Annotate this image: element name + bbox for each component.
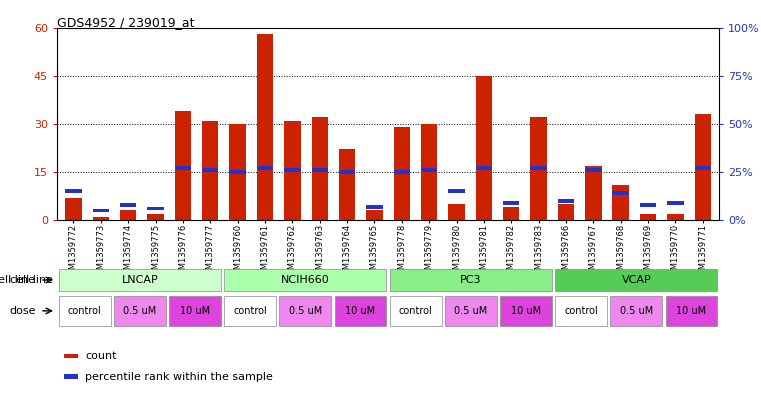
Bar xyxy=(224,296,276,326)
Bar xyxy=(667,214,683,220)
Text: 10 uM: 10 uM xyxy=(677,306,707,316)
Bar xyxy=(695,166,711,170)
Bar xyxy=(393,170,410,174)
Bar xyxy=(530,166,547,170)
Text: 10 uM: 10 uM xyxy=(345,306,376,316)
Bar xyxy=(175,166,191,170)
Bar xyxy=(390,296,441,326)
Bar xyxy=(256,34,273,220)
Bar xyxy=(500,296,552,326)
Bar xyxy=(120,203,136,207)
Bar xyxy=(65,198,81,220)
Bar xyxy=(224,269,387,291)
Bar xyxy=(610,296,662,326)
Bar xyxy=(421,124,438,220)
Bar xyxy=(202,121,218,220)
Text: 0.5 uM: 0.5 uM xyxy=(454,306,488,316)
Text: control: control xyxy=(399,306,432,316)
Bar xyxy=(476,75,492,220)
Text: 10 uM: 10 uM xyxy=(511,306,541,316)
Text: cell line: cell line xyxy=(10,275,53,285)
Bar xyxy=(93,217,109,220)
Text: LNCAP: LNCAP xyxy=(122,275,158,285)
Bar xyxy=(503,207,520,220)
Bar xyxy=(556,269,718,291)
Bar xyxy=(202,168,218,172)
Bar xyxy=(695,114,711,220)
Bar xyxy=(640,214,656,220)
Bar xyxy=(503,201,520,205)
Bar xyxy=(93,209,109,212)
Bar xyxy=(445,296,497,326)
Text: dose: dose xyxy=(9,306,35,316)
Bar xyxy=(558,204,574,220)
Text: control: control xyxy=(68,306,101,316)
Bar xyxy=(59,269,221,291)
Bar xyxy=(284,121,301,220)
Text: cell line: cell line xyxy=(0,275,35,285)
Bar xyxy=(666,296,718,326)
Bar xyxy=(339,149,355,220)
Bar xyxy=(229,170,246,174)
Text: VCAP: VCAP xyxy=(622,275,651,285)
Bar xyxy=(256,166,273,170)
Bar xyxy=(448,189,465,193)
Bar xyxy=(556,296,607,326)
Bar xyxy=(421,168,438,172)
Text: 10 uM: 10 uM xyxy=(180,306,210,316)
Bar xyxy=(390,269,552,291)
Bar xyxy=(148,207,164,211)
Text: 0.5 uM: 0.5 uM xyxy=(123,306,157,316)
Bar xyxy=(175,111,191,220)
Bar xyxy=(59,296,110,326)
Text: PC3: PC3 xyxy=(460,275,482,285)
Bar xyxy=(558,199,574,203)
Bar xyxy=(311,118,328,220)
Bar xyxy=(64,374,78,379)
Text: NCIH660: NCIH660 xyxy=(281,275,330,285)
Text: GDS4952 / 239019_at: GDS4952 / 239019_at xyxy=(57,16,195,29)
Bar xyxy=(148,214,164,220)
Bar xyxy=(120,211,136,220)
Bar xyxy=(640,203,656,207)
Bar xyxy=(585,165,601,220)
Bar xyxy=(613,191,629,195)
Text: 0.5 uM: 0.5 uM xyxy=(619,306,653,316)
Bar xyxy=(366,205,383,209)
Bar xyxy=(448,204,465,220)
Text: count: count xyxy=(85,351,116,361)
Bar xyxy=(311,168,328,172)
Bar xyxy=(64,354,78,358)
Bar xyxy=(585,168,601,172)
Text: control: control xyxy=(234,306,267,316)
Bar xyxy=(284,168,301,172)
Text: percentile rank within the sample: percentile rank within the sample xyxy=(85,371,272,382)
Bar xyxy=(613,185,629,220)
Bar xyxy=(169,296,221,326)
Bar xyxy=(339,170,355,174)
Text: control: control xyxy=(565,306,598,316)
Bar xyxy=(114,296,166,326)
Text: 0.5 uM: 0.5 uM xyxy=(288,306,322,316)
Bar xyxy=(667,201,683,205)
Bar xyxy=(530,118,547,220)
Bar xyxy=(65,189,81,193)
Bar xyxy=(229,124,246,220)
Bar xyxy=(335,296,387,326)
Bar xyxy=(476,166,492,170)
Bar xyxy=(366,211,383,220)
Bar xyxy=(393,127,410,220)
Bar xyxy=(279,296,331,326)
